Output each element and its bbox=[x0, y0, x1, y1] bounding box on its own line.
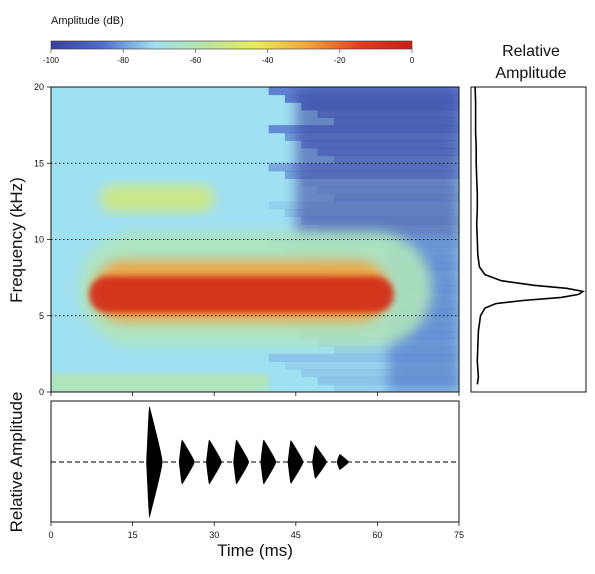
spectrogram-gridlines bbox=[51, 162, 459, 317]
waveform-ylabel: Relative Amplitude bbox=[7, 392, 26, 533]
spectrogram-band bbox=[284, 361, 459, 370]
x-tick-label: 75 bbox=[454, 530, 464, 540]
x-tick-label: 45 bbox=[291, 530, 301, 540]
waveform-x-ticks: 0 15 30 45 60 75 bbox=[48, 522, 464, 540]
waveform-pulse bbox=[233, 439, 250, 485]
waveform-pulse bbox=[336, 454, 350, 470]
waveform-pulse bbox=[312, 445, 327, 479]
colorbar-ticks: -100 -80 -60 -40 -20 0 bbox=[43, 49, 415, 65]
colorbar-tick-label: -60 bbox=[190, 56, 202, 65]
spectrogram-y-ticks: 0 5 10 15 20 bbox=[34, 82, 51, 397]
profile-line bbox=[474, 86, 586, 385]
waveform-pulse bbox=[287, 440, 304, 484]
x-tick-label: 15 bbox=[128, 530, 138, 540]
colorbar-title: Amplitude (dB) bbox=[51, 15, 124, 27]
colorbar-gradient bbox=[50, 40, 413, 50]
y-tick-label: 0 bbox=[39, 387, 44, 397]
colorbar-tick-label: -80 bbox=[117, 56, 129, 65]
spectrogram-region bbox=[99, 184, 215, 213]
x-tick-label: 30 bbox=[209, 530, 219, 540]
x-tick-label: 0 bbox=[48, 530, 53, 540]
y-tick-label: 20 bbox=[34, 82, 44, 92]
spectrogram-x-ticks bbox=[50, 392, 460, 396]
spectrogram-band bbox=[268, 353, 459, 362]
waveform-pulse bbox=[206, 439, 222, 485]
waveform-pulse bbox=[146, 406, 163, 518]
spectrogram-panel: 0 5 10 15 20 Frequency (kHz) bbox=[7, 82, 460, 397]
spectrogram-region bbox=[89, 276, 394, 313]
y-tick-label: 10 bbox=[34, 235, 44, 245]
profile-frame bbox=[470, 86, 587, 393]
colorbar: Amplitude (dB) -100 -80 -60 -40 -20 0 bbox=[43, 15, 415, 65]
frequency-profile-panel: Relative Amplitude bbox=[470, 43, 587, 393]
profile-title-line2: Amplitude bbox=[495, 65, 566, 82]
x-tick-label: 60 bbox=[372, 530, 382, 540]
waveform-pulse bbox=[178, 439, 195, 485]
colorbar-tick-label: 0 bbox=[410, 56, 415, 65]
waveform-xlabel: Time (ms) bbox=[217, 541, 293, 560]
spectrogram-regions bbox=[78, 184, 432, 347]
waveform-pulse bbox=[260, 439, 277, 485]
waveform-pulses bbox=[146, 406, 350, 518]
colorbar-tick-label: -20 bbox=[334, 56, 346, 65]
colorbar-tick-label: -40 bbox=[262, 56, 274, 65]
waveform-panel: 0 15 30 45 60 75 Relative Amplitude Time (ms) bbox=[7, 392, 464, 560]
y-tick-label: 5 bbox=[39, 311, 44, 321]
spectrogram-ylabel: Frequency (kHz) bbox=[7, 177, 26, 303]
spectrogram-band bbox=[51, 373, 269, 392]
y-tick-label: 15 bbox=[34, 158, 44, 168]
profile-title-line1: Relative bbox=[502, 43, 560, 60]
spectrogram-band bbox=[301, 369, 459, 378]
colorbar-tick-label: -100 bbox=[43, 56, 60, 65]
